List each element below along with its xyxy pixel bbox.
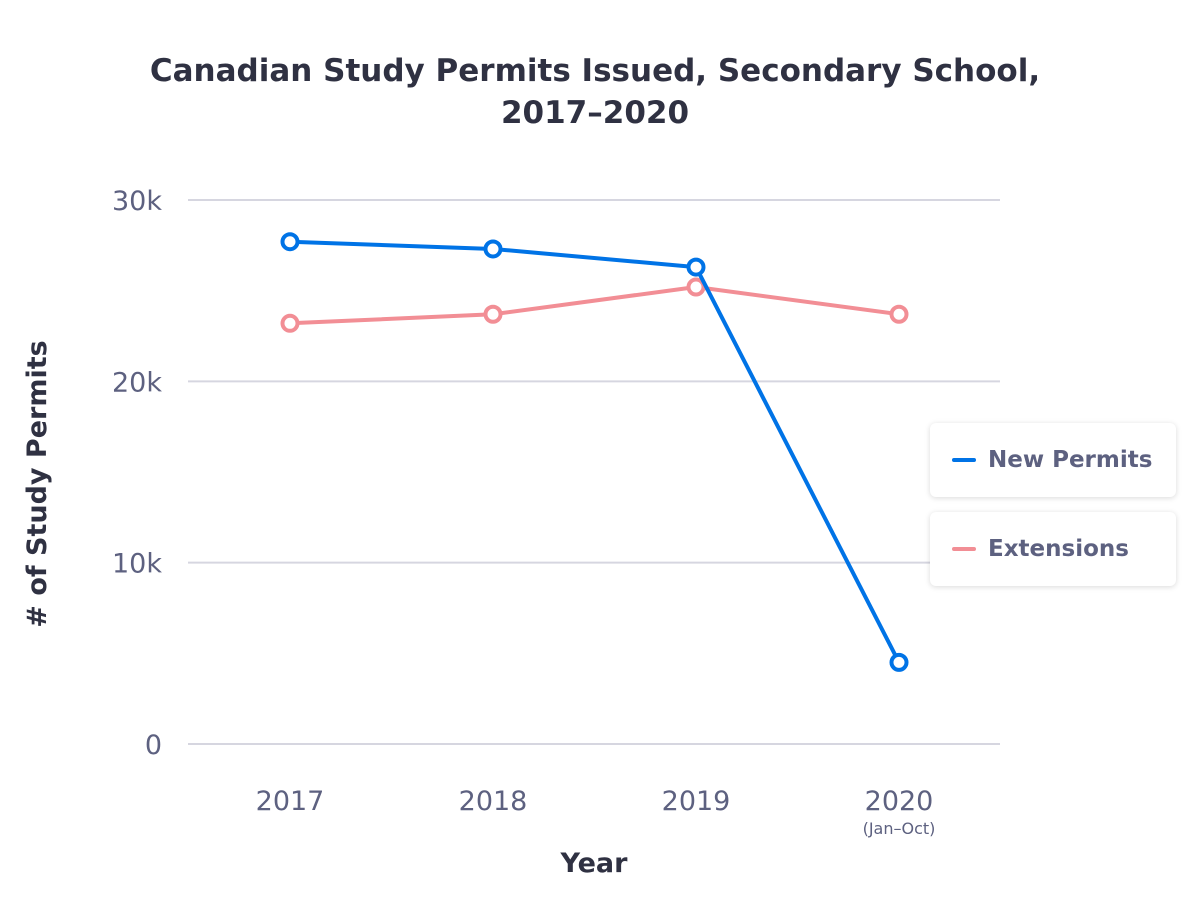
data-point	[686, 277, 706, 297]
series-line	[289, 285, 900, 326]
data-point	[483, 239, 503, 259]
legend-label: Extensions	[988, 536, 1129, 562]
series-line	[289, 239, 901, 664]
y-tick-label: 20k	[112, 367, 162, 398]
y-tick-label: 30k	[112, 186, 162, 217]
legend-swatch-new-permits	[952, 458, 976, 462]
chart-title-line-1: Canadian Study Permits Issued, Secondary…	[149, 53, 1041, 89]
x-tick-sublabel: (Jan–Oct)	[863, 819, 936, 838]
legend-item-new-permits[interactable]: New Permits	[930, 423, 1176, 497]
legend-label: New Permits	[988, 447, 1153, 473]
x-tick-label: 2018	[459, 786, 528, 817]
legend-swatch-extensions	[952, 547, 976, 551]
data-point	[686, 257, 706, 277]
data-point	[889, 304, 909, 324]
y-axis-label: # of Study Permits	[22, 340, 53, 627]
data-point	[280, 313, 300, 333]
data-point	[483, 304, 503, 324]
x-tick-label: 2019	[662, 786, 731, 817]
data-point	[889, 652, 909, 672]
chart-title-line-2: 2017–2020	[500, 95, 690, 131]
x-tick-label: 2020	[865, 786, 934, 817]
legend-item-extensions[interactable]: Extensions	[930, 512, 1176, 586]
chart-title: Canadian Study Permits Issued, Secondary…	[0, 50, 1190, 134]
x-tick-label: 2017	[256, 786, 325, 817]
y-tick-label: 10k	[112, 549, 162, 580]
x-axis-label: Year	[560, 848, 629, 879]
y-tick-label: 0	[145, 730, 162, 761]
data-point	[280, 232, 300, 252]
